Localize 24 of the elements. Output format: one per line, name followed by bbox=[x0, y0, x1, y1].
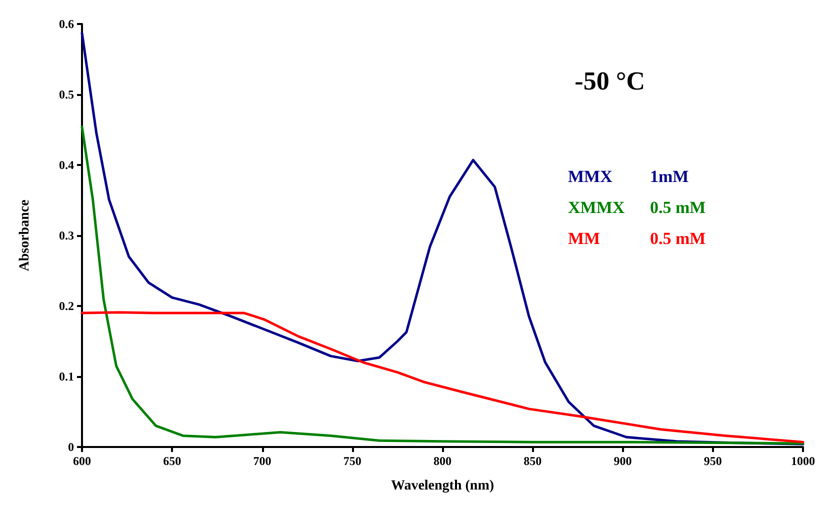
x-tick-label: 850 bbox=[524, 454, 542, 468]
y-tick-label: 0 bbox=[68, 440, 74, 454]
y-tick-label: 0.6 bbox=[59, 17, 74, 31]
x-tick-label: 700 bbox=[253, 454, 272, 468]
text: XMMX 0.5 mM bbox=[568, 198, 706, 217]
x-tick-label: 800 bbox=[434, 454, 452, 468]
x-tick-label: 1000 bbox=[791, 454, 815, 468]
y-tick-label: 0.3 bbox=[59, 228, 74, 242]
y-tick-label: 0.2 bbox=[59, 299, 74, 313]
text: MMX 1mM bbox=[568, 167, 689, 186]
x-axis-title: Wavelength (nm) bbox=[390, 478, 494, 494]
x-tick-label: 750 bbox=[343, 454, 362, 468]
x-tick-label: 900 bbox=[614, 454, 632, 468]
x-tick-label: 650 bbox=[163, 454, 182, 468]
y-tick-label: 0.4 bbox=[59, 158, 74, 172]
y-axis-title: Absorbance bbox=[18, 200, 32, 272]
y-tick-label: 0.1 bbox=[59, 370, 74, 384]
line-series bbox=[80, 311, 804, 444]
line-series bbox=[80, 126, 804, 445]
x-tick-label: 950 bbox=[704, 454, 722, 468]
x-tick-label: 600 bbox=[73, 454, 91, 468]
y-tick-label: 0.5 bbox=[59, 88, 74, 102]
annotation: -50 °C bbox=[574, 66, 646, 96]
text: MM 0.5 mM bbox=[568, 229, 706, 248]
